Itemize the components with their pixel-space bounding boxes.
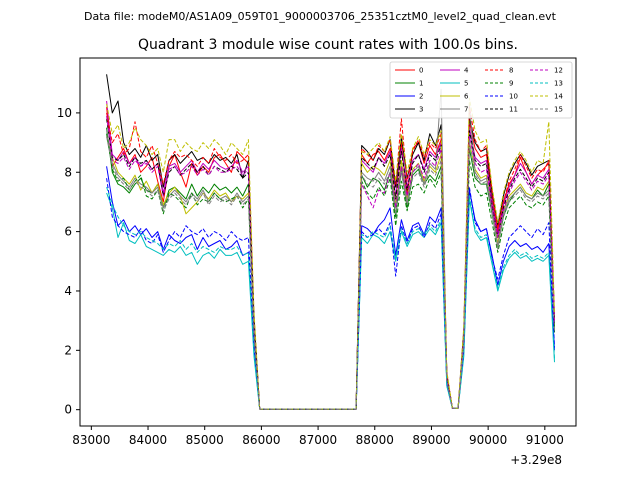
y-tick-label: 6 (64, 225, 72, 239)
series-line-14 (106, 97, 555, 410)
legend-label-10: 10 (509, 93, 518, 101)
x-axis: 83000 84000 85000 86000 87000 88000 89000 90000… (72, 426, 564, 447)
legend-label-1: 1 (419, 80, 423, 88)
series-line-15 (106, 136, 555, 410)
legend-label-5: 5 (464, 80, 468, 88)
y-tick-label: 8 (64, 165, 72, 179)
legend-label-2: 2 (419, 93, 423, 101)
legend-label-3: 3 (419, 106, 423, 114)
x-tick-label: 86000 (242, 433, 280, 447)
x-tick-label: 87000 (299, 433, 337, 447)
legend-box (389, 61, 573, 119)
plot-frame (79, 57, 577, 427)
series-line-5 (106, 192, 555, 410)
legend-label-8: 8 (509, 67, 513, 75)
x-offset-label: +3.29e8 (510, 453, 562, 467)
series-layer (106, 74, 555, 410)
legend-label-12: 12 (554, 67, 563, 75)
x-tick-label: 85000 (186, 433, 224, 447)
legend-label-6: 6 (464, 93, 469, 101)
y-tick-label: 2 (64, 343, 72, 357)
chart-suptitle: Data file: modeM0/AS1A09_059T01_90000037… (84, 10, 557, 23)
x-tick-label: 83000 (72, 433, 110, 447)
series-line-12 (106, 115, 555, 410)
x-tick-label: 88000 (356, 433, 394, 447)
legend-label-15: 15 (554, 106, 563, 114)
y-tick-label: 4 (64, 284, 72, 298)
series-line-9 (106, 133, 555, 410)
x-tick-label: 89000 (412, 433, 450, 447)
x-tick-label: 90000 (469, 433, 507, 447)
y-tick-label: 0 (64, 403, 72, 417)
legend-label-0: 0 (419, 67, 423, 75)
series-line-13 (106, 186, 555, 410)
series-line-10 (106, 178, 555, 410)
x-tick-label: 91000 (526, 433, 564, 447)
x-tick-label: 84000 (129, 433, 167, 447)
legend-label-7: 7 (464, 106, 468, 114)
legend-label-11: 11 (509, 106, 518, 114)
y-axis: 0 2 4 6 8 10 (57, 106, 80, 417)
series-line-7 (106, 88, 555, 410)
legend-label-9: 9 (509, 80, 513, 88)
legend-label-13: 13 (554, 80, 563, 88)
y-tick-label: 10 (57, 106, 72, 120)
legend-label-4: 4 (464, 67, 469, 75)
chart-title: Quadrant 3 module wise count rates with … (138, 37, 518, 53)
legend-label-14: 14 (554, 93, 563, 101)
series-line-2 (106, 166, 555, 410)
